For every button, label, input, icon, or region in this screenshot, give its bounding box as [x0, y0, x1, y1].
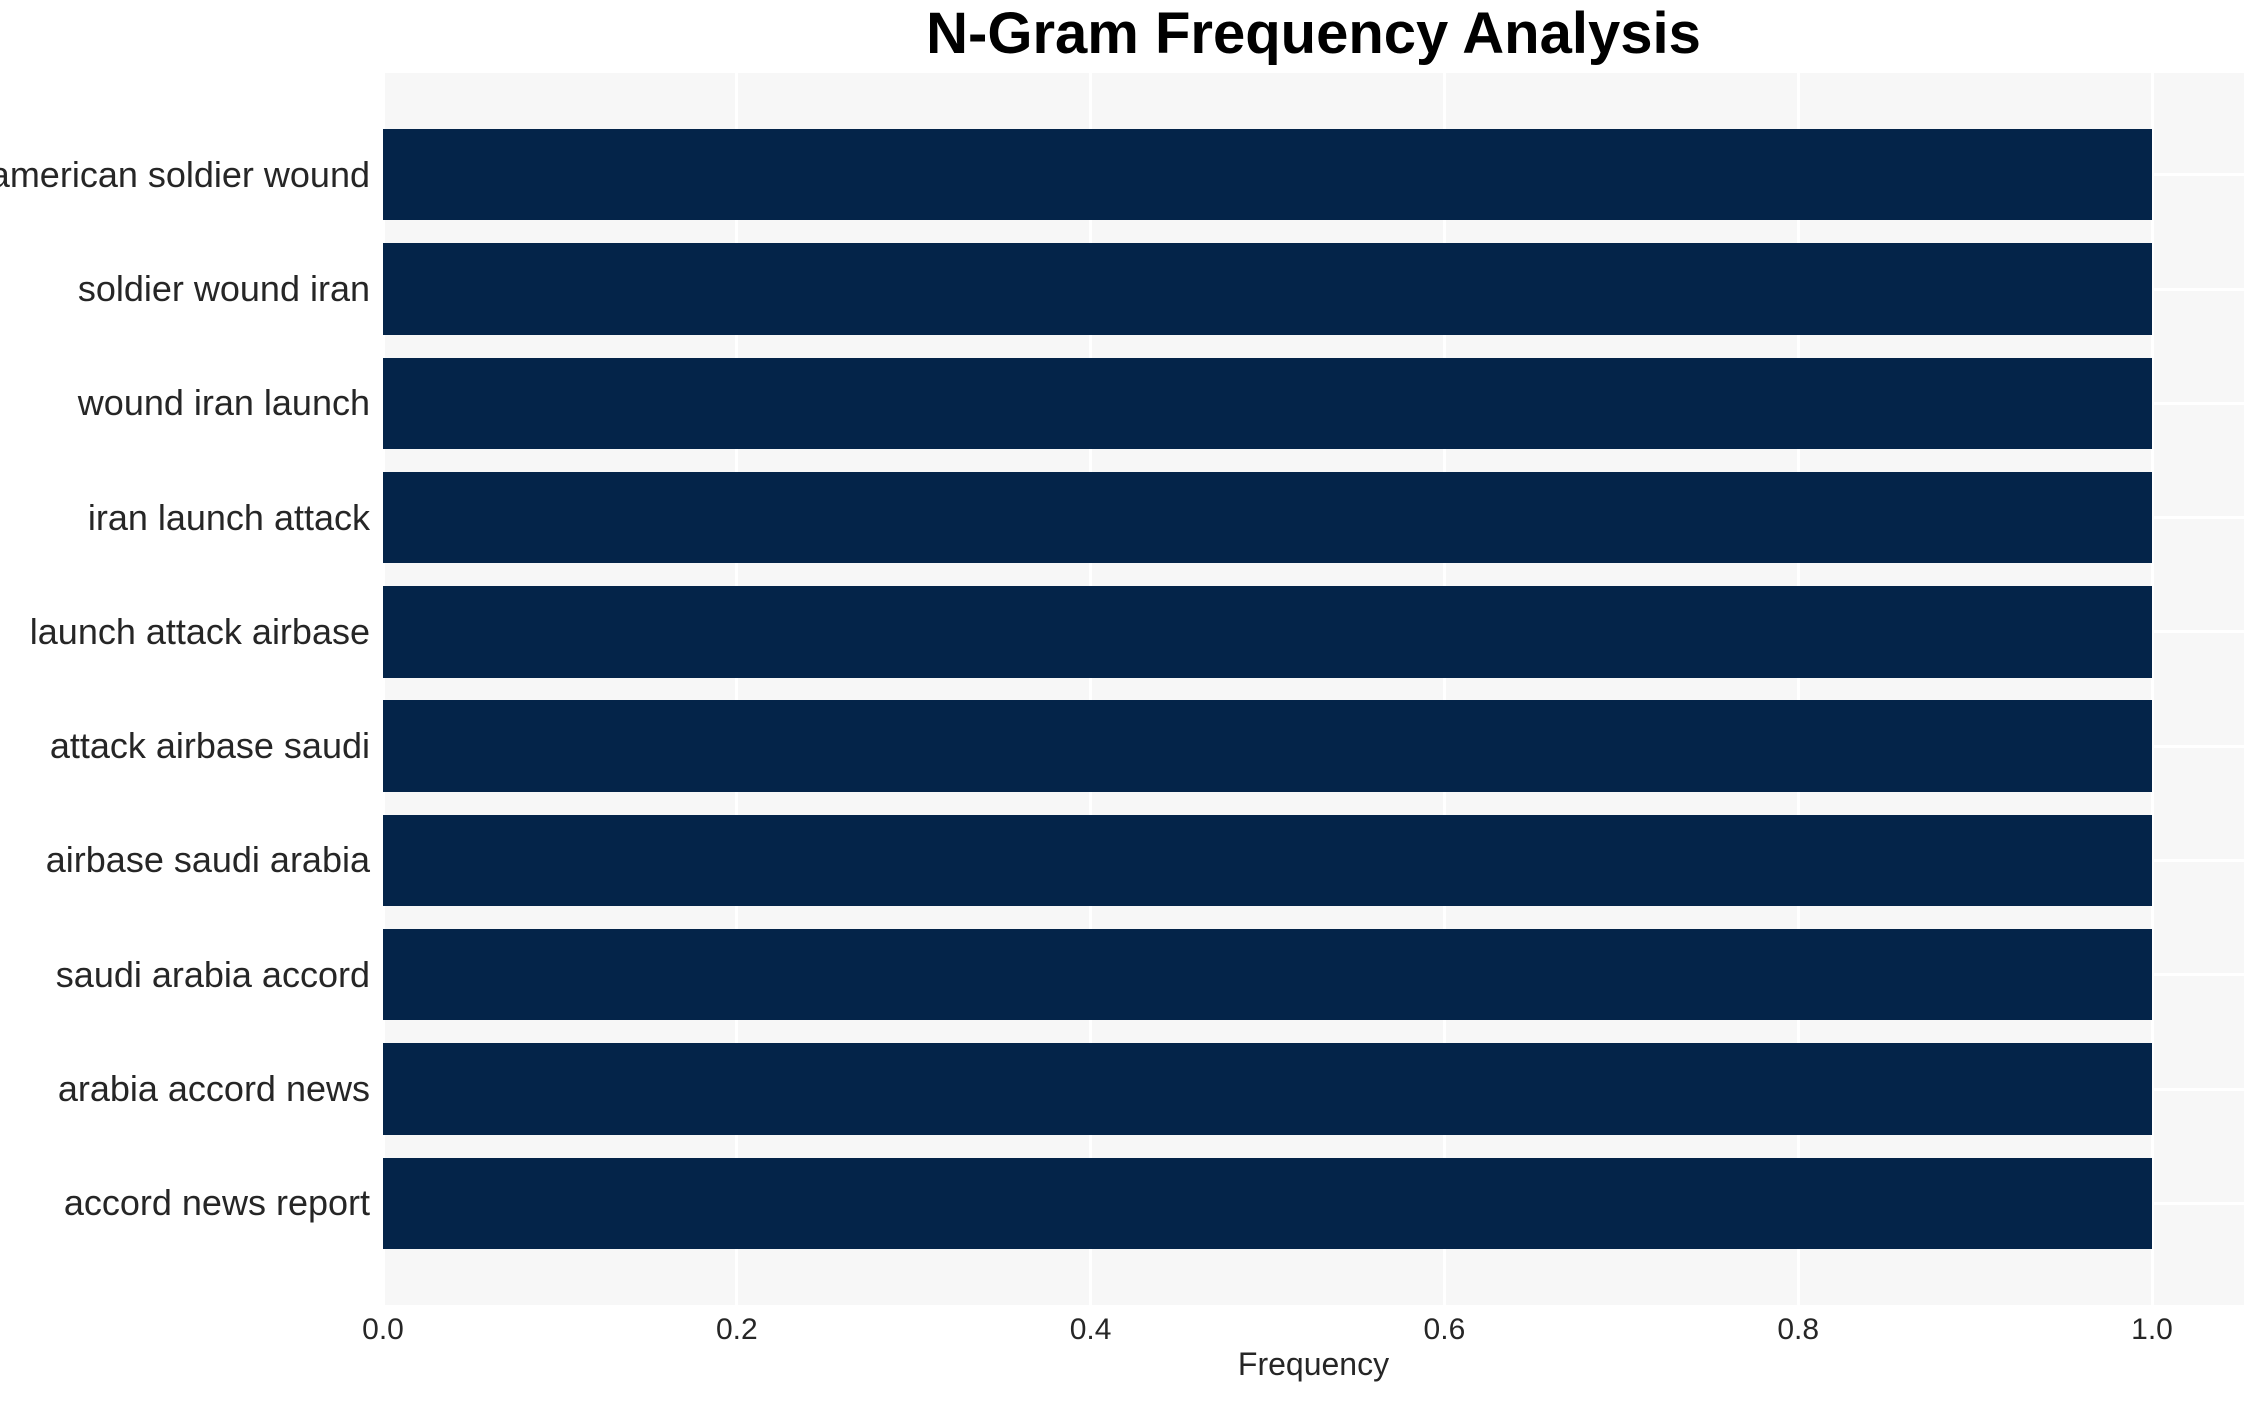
- y-tick-label: wound iran launch: [77, 382, 370, 424]
- vertical-gridline: [1442, 73, 1446, 1305]
- y-tick-label: accord news report: [63, 1182, 370, 1224]
- x-axis-ticks: 0.0 0.2 0.4 0.6 0.8 1.0: [362, 1305, 2244, 1353]
- x-tick-label: 0.0: [362, 1313, 404, 1346]
- bar: [383, 1043, 2152, 1135]
- vertical-gridline: [1089, 73, 1093, 1305]
- y-tick-label: attack airbase saudi: [49, 725, 370, 767]
- bar: [383, 1157, 2152, 1249]
- bar: [383, 357, 2152, 449]
- bar: [383, 700, 2152, 792]
- x-tick-label: 0.2: [715, 1313, 758, 1346]
- vertical-gridline: [2150, 73, 2154, 1305]
- y-tick-label: arabia accord news: [57, 1068, 370, 1109]
- y-tick-label: saudi arabia accord: [55, 953, 370, 995]
- vertical-gridline: [1796, 73, 1800, 1305]
- bar: [383, 586, 2152, 678]
- vertical-gridline: [735, 73, 739, 1305]
- x-tick-label: 0.4: [1069, 1313, 1112, 1346]
- bar: [383, 471, 2152, 564]
- x-tick-label: 1.0: [2131, 1313, 2173, 1346]
- y-tick-label: soldier wound iran: [77, 268, 370, 309]
- y-tick-label: airbase saudi arabia: [45, 839, 370, 881]
- y-tick-label: american soldier wound: [0, 153, 370, 195]
- x-axis-label: Frequency: [1237, 1346, 1390, 1382]
- vertical-gridline: [383, 73, 385, 1305]
- chart-title: N-Gram Frequency Analysis: [926, 0, 1701, 66]
- bar: [383, 929, 2152, 1021]
- bar: [383, 814, 2152, 907]
- y-tick-label: launch attack airbase: [29, 610, 370, 652]
- x-tick-label: 0.6: [1423, 1313, 1466, 1346]
- x-tick-label: 0.8: [1777, 1313, 1820, 1346]
- bar: [383, 129, 2152, 221]
- bars-layer: [383, 73, 2244, 1305]
- y-axis-labels: american soldier wound soldier wound iran…: [0, 73, 383, 1305]
- bar: [383, 243, 2152, 335]
- y-tick-label: iran launch attack: [87, 496, 370, 538]
- plot-area: [383, 73, 2244, 1305]
